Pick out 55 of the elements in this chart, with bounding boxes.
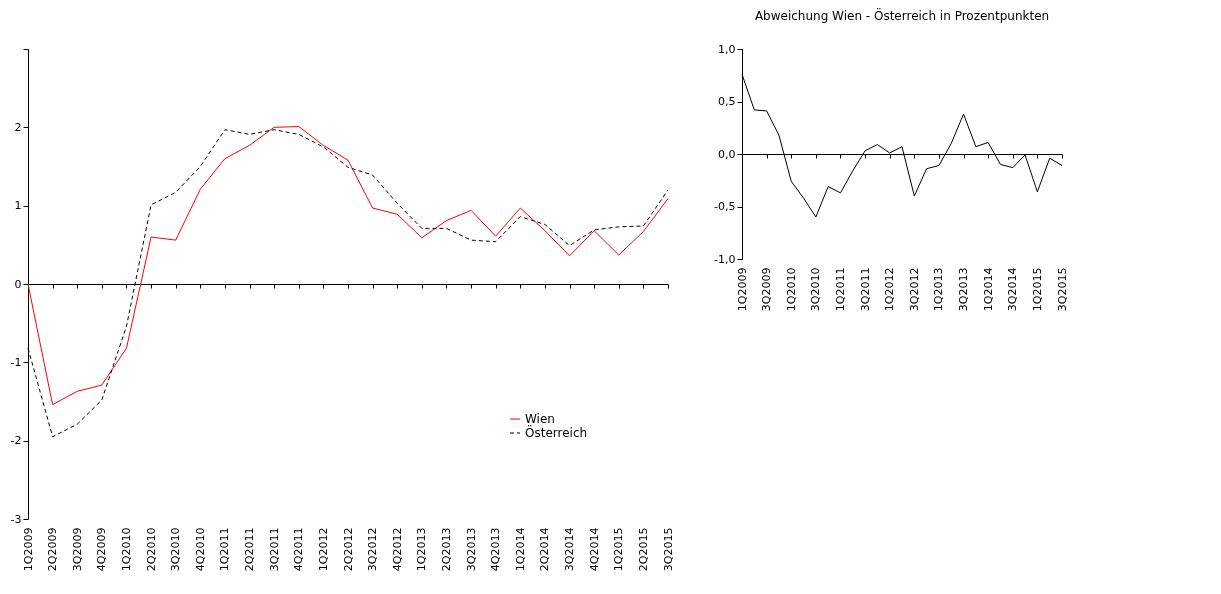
x-tick-label: 4Q2014	[587, 527, 601, 572]
x-tick-label: 1Q2013	[932, 267, 946, 312]
x-tick-label: 1Q2012	[883, 267, 897, 312]
legend-label: Österreich	[525, 424, 588, 440]
x-tick-label: 3Q2009	[760, 267, 774, 312]
y-tick-label: -1	[10, 355, 22, 369]
x-tick-label: 3Q2009	[70, 527, 84, 572]
y-tick-label: -0,5	[714, 200, 736, 213]
x-tick-label: 1Q2011	[833, 267, 847, 312]
x-tick-label: 3Q2015	[661, 527, 675, 572]
x-tick-label: 4Q2012	[390, 527, 404, 572]
x-tick-label: 3Q2010	[809, 267, 823, 312]
x-tick-label: 1Q2011	[218, 527, 232, 572]
x-tick-label: 1Q2009	[21, 527, 35, 572]
y-tick-label: 0,0	[718, 147, 736, 161]
x-tick-label: 4Q2009	[95, 527, 109, 572]
x-tick-label: 3Q2011	[858, 267, 872, 312]
x-tick-label: 2Q2013	[439, 527, 453, 572]
x-tick-label: 3Q2013	[464, 527, 478, 572]
x-tick-label: 3Q2014	[1006, 267, 1020, 312]
x-tick-label: 4Q2010	[193, 527, 207, 572]
x-tick-label: 1Q2009	[735, 267, 749, 312]
x-tick-label: 3Q2011	[267, 527, 281, 572]
x-tick-label: 3Q2012	[366, 527, 380, 572]
x-tick-label: 1Q2015	[1030, 267, 1044, 312]
x-tick-label: 2Q2010	[144, 527, 158, 572]
x-tick-label: 3Q2010	[169, 527, 183, 572]
x-tick-label: 3Q2012	[907, 267, 921, 312]
x-tick-label: 1Q2010	[784, 267, 798, 312]
x-tick-label: 2Q2015	[636, 527, 650, 572]
chart-title: Abweichung Wien - Österreich in Prozentpunkten	[754, 7, 1050, 23]
x-tick-label: 3Q2015	[1055, 267, 1069, 312]
x-tick-label: 1Q2013	[415, 527, 429, 572]
x-tick-label: 3Q2013	[957, 267, 971, 312]
x-tick-label: 1Q2015	[612, 527, 626, 572]
x-tick-label: 1Q2014	[513, 527, 527, 572]
y-tick-label: 2	[14, 120, 22, 134]
x-tick-label: 2Q2011	[243, 527, 257, 572]
y-tick-label: -1,0	[714, 252, 736, 266]
x-tick-label: 2Q2012	[341, 527, 355, 572]
x-tick-label: 1Q2014	[981, 267, 995, 312]
y-tick-label: -3	[10, 512, 22, 526]
x-tick-label: 2Q2009	[46, 527, 60, 572]
y-tick-label: 0	[14, 277, 22, 291]
x-tick-label: 1Q2012	[316, 527, 330, 572]
x-tick-label: 3Q2014	[563, 527, 577, 572]
y-tick-label: -2	[10, 434, 22, 448]
x-tick-label: 1Q2010	[119, 527, 133, 572]
y-tick-label: 1,0	[718, 42, 736, 56]
x-tick-label: 2Q2014	[538, 527, 552, 572]
x-tick-label: 4Q2011	[292, 527, 306, 572]
x-tick-label: 4Q2013	[489, 527, 503, 572]
y-tick-label: 0,5	[718, 95, 736, 108]
y-tick-label: 1	[14, 199, 22, 213]
legend-label: Wien	[525, 412, 555, 426]
